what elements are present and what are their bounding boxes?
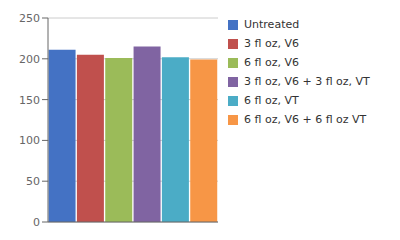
svg-text:150: 150 (19, 94, 40, 107)
svg-text:250: 250 (19, 12, 40, 25)
html-text:3 fl oz, V6: 3 fl oz, V6 (244, 37, 299, 50)
svg-text:200: 200 (19, 53, 40, 66)
html-text:Untreated: Untreated (244, 18, 300, 31)
html-text:6 fl oz, V6 + 6 fl oz VT: 6 fl oz, V6 + 6 fl oz VT (244, 113, 367, 126)
svg-text:50: 50 (26, 175, 40, 188)
svg-text:0: 0 (33, 216, 40, 229)
html-text:3 fl oz, V6 + 3 fl oz, VT: 3 fl oz, V6 + 3 fl oz, VT (244, 75, 370, 88)
html-text:6 fl oz, VT: 6 fl oz, VT (244, 94, 299, 107)
html-text:6 fl oz, V6: 6 fl oz, V6 (244, 56, 299, 69)
svg-text:100: 100 (19, 134, 40, 147)
